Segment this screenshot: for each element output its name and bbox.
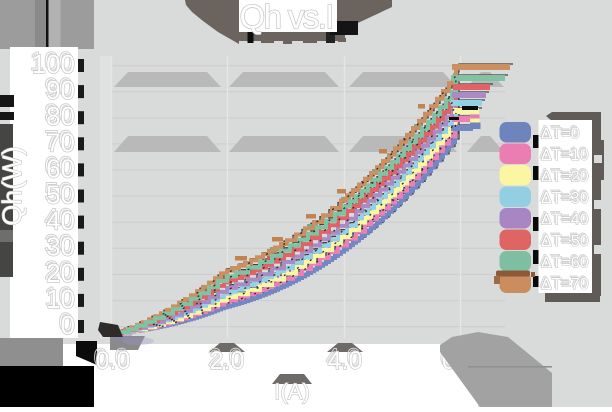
- svg-text:ΔT=10: ΔT=10: [540, 145, 588, 162]
- svg-text:ΔT=30: ΔT=30: [540, 188, 588, 205]
- svg-text:ΔT=60: ΔT=60: [540, 253, 588, 270]
- svg-text:ΔT=0: ΔT=0: [541, 126, 580, 143]
- svg-text:10: 10: [44, 281, 73, 311]
- svg-text:2.0: 2.0: [210, 347, 245, 375]
- svg-text:ΔT=20: ΔT=20: [541, 169, 589, 186]
- svg-text:2.0: 2.0: [208, 344, 243, 372]
- svg-text:30: 30: [44, 229, 73, 259]
- svg-text:90: 90: [44, 72, 73, 102]
- svg-text:ΔT=60: ΔT=60: [541, 255, 589, 272]
- svg-text:60: 60: [46, 153, 75, 183]
- svg-text:4.0: 4.0: [328, 347, 363, 375]
- svg-text:70: 70: [44, 124, 73, 154]
- svg-text:ΔT=50: ΔT=50: [540, 231, 588, 248]
- svg-text:I(A): I(A): [274, 379, 309, 404]
- svg-text:60: 60: [44, 150, 73, 180]
- svg-text:80: 80: [46, 101, 75, 131]
- svg-text:0.0: 0.0: [94, 344, 129, 372]
- svg-text:50: 50: [46, 180, 75, 210]
- svg-text:4.0: 4.0: [326, 344, 361, 372]
- svg-text:0: 0: [61, 310, 75, 340]
- svg-text:100: 100: [32, 49, 75, 79]
- svg-text:80: 80: [44, 98, 73, 128]
- svg-text:50: 50: [44, 177, 73, 207]
- svg-text:30: 30: [46, 232, 75, 262]
- svg-text:0.0: 0.0: [96, 347, 131, 375]
- svg-text:40: 40: [44, 203, 73, 233]
- svg-text:70: 70: [46, 127, 75, 157]
- svg-text:20: 20: [44, 255, 73, 285]
- svg-text:ΔT=40: ΔT=40: [541, 212, 589, 229]
- svg-text:ΔT=30: ΔT=30: [541, 190, 589, 207]
- svg-text:ΔT=20: ΔT=20: [540, 167, 588, 184]
- svg-text:ΔT=0: ΔT=0: [540, 124, 579, 141]
- svg-text:90: 90: [46, 75, 75, 105]
- svg-text:ΔT=10: ΔT=10: [541, 147, 589, 164]
- svg-text:100: 100: [30, 46, 73, 76]
- svg-text:20: 20: [46, 258, 75, 288]
- svg-text:0: 0: [59, 307, 73, 337]
- svg-text:ΔT=70: ΔT=70: [540, 274, 588, 291]
- svg-text:Qh vs.I: Qh vs.I: [240, 0, 333, 35]
- svg-text:ΔT=40: ΔT=40: [540, 210, 588, 227]
- svg-text:10: 10: [46, 284, 75, 314]
- svg-text:ΔT=50: ΔT=50: [541, 233, 589, 250]
- svg-text:Qh(W): Qh(W): [0, 146, 27, 225]
- svg-text:ΔT=70: ΔT=70: [541, 276, 589, 293]
- svg-text:40: 40: [46, 206, 75, 236]
